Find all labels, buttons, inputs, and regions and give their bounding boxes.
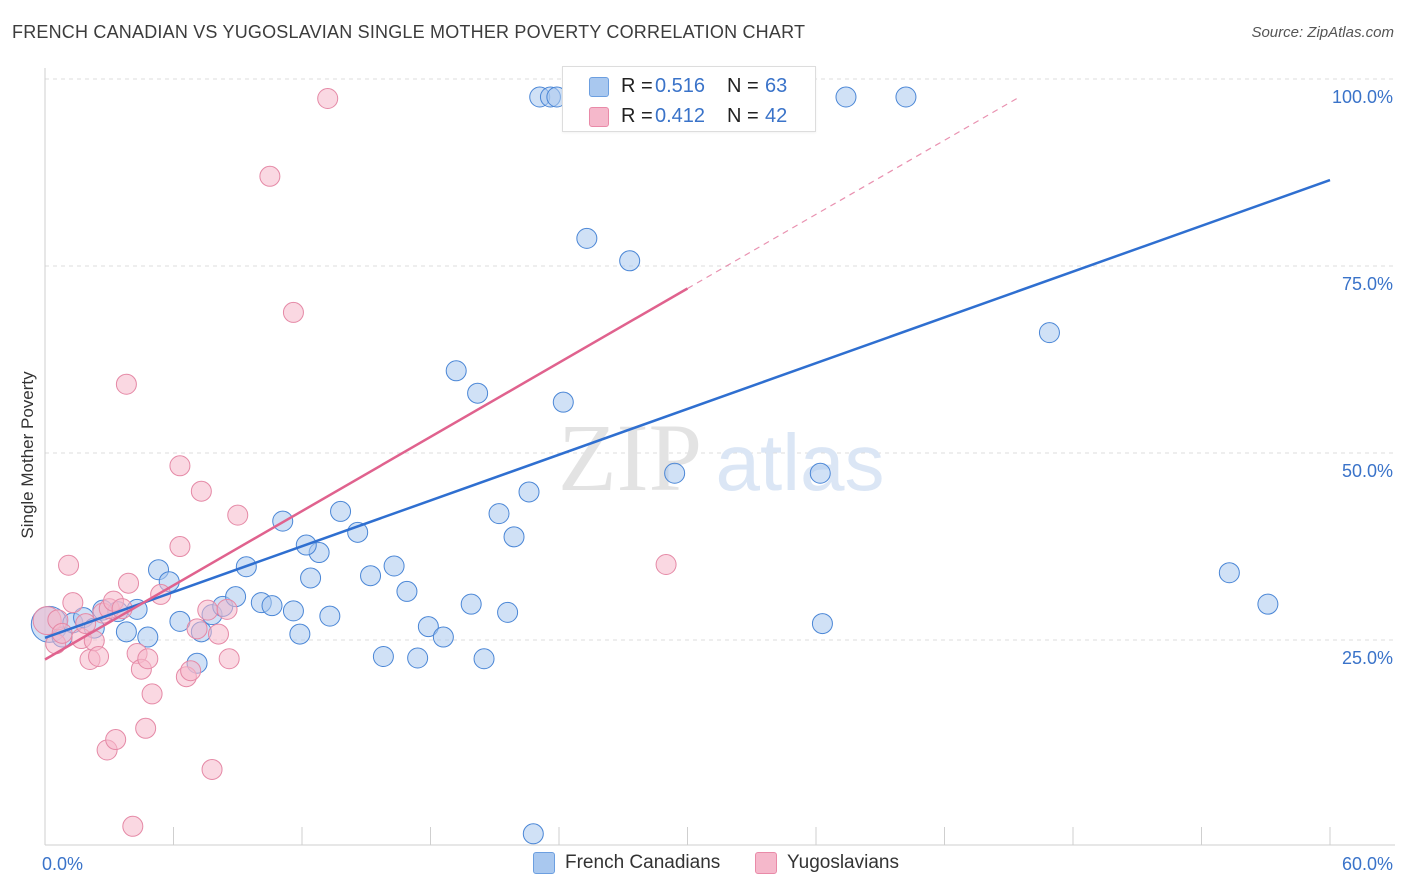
legend-n-label: N = [727, 105, 759, 127]
point-yugoslavians [51, 622, 73, 644]
watermark-atlas: atlas [716, 418, 885, 507]
legend-swatch-pink [755, 852, 777, 874]
point-french-canadians [518, 481, 540, 503]
point-yugoslavians [62, 592, 84, 614]
point-french-canadians [619, 250, 641, 272]
point-french-canadians [809, 462, 831, 484]
tick-labels: 25.0% 50.0% 75.0% 100.0% 0.0% 60.0% [42, 87, 1393, 874]
point-yugoslavians [282, 301, 304, 323]
point-french-canadians [383, 555, 405, 577]
point-french-canadians [895, 86, 917, 108]
point-yugoslavians [207, 623, 229, 645]
source-label: Source: ZipAtlas.com [1251, 24, 1394, 41]
point-yugoslavians [137, 648, 159, 670]
legend-r-value: 0.412 [655, 105, 706, 127]
point-yugoslavians [88, 646, 110, 668]
legend-swatch-pink [589, 107, 609, 127]
point-french-canadians [137, 626, 159, 648]
point-french-canadians [664, 462, 686, 484]
trend-line-french-canadians [44, 178, 1331, 639]
watermark-zip: ZIP [558, 404, 702, 511]
point-french-canadians [1038, 322, 1060, 344]
point-french-canadians [282, 600, 304, 622]
correlation-legend: R = 0.516 N = 63 R = 0.412 N = 42 [562, 66, 816, 132]
legend-label: French Canadians [565, 852, 721, 873]
axes [44, 68, 1395, 846]
point-french-canadians [811, 613, 833, 635]
point-yugoslavians [118, 572, 140, 594]
point-french-canadians [1218, 562, 1240, 584]
point-french-canadians [289, 623, 311, 645]
x-tick-label: 60.0% [1342, 854, 1393, 874]
legend-n-value: 63 [765, 75, 788, 97]
point-yugoslavians [122, 815, 144, 837]
legend-r-value: 0.516 [655, 75, 706, 97]
point-french-canadians [319, 605, 341, 627]
trend-line-extension [687, 96, 1020, 290]
trend-lines [44, 96, 1331, 661]
legend-r-label: R = [621, 75, 653, 97]
point-yugoslavians [105, 729, 127, 751]
point-french-canadians [552, 391, 574, 413]
y-tick-label: 50.0% [1342, 461, 1393, 481]
point-yugoslavians [218, 648, 240, 670]
x-tick-label: 0.0% [42, 854, 83, 874]
point-yugoslavians [190, 480, 212, 502]
point-french-canadians [503, 526, 525, 548]
point-french-canadians [330, 500, 352, 522]
point-yugoslavians [58, 554, 80, 576]
legend-row-yugoslavians: R = 0.412 N = 42 [563, 101, 815, 131]
point-french-canadians [497, 601, 519, 623]
point-french-canadians [467, 382, 489, 404]
point-french-canadians [407, 647, 429, 669]
legend-row-french-canadians: R = 0.516 N = 63 [563, 71, 815, 101]
legend-label: Yugoslavians [787, 852, 899, 873]
point-french-canadians [488, 503, 510, 525]
point-french-canadians [576, 227, 598, 249]
point-french-canadians [261, 595, 283, 617]
point-yugoslavians [655, 554, 677, 575]
point-french-canadians [417, 616, 439, 638]
point-french-canadians [372, 646, 394, 668]
legend-n-value: 42 [765, 105, 788, 127]
point-yugoslavians [135, 717, 157, 739]
y-tick-label: 75.0% [1342, 274, 1393, 294]
point-french-canadians [1257, 593, 1279, 615]
legend-swatch-blue [589, 77, 609, 97]
point-french-canadians [460, 593, 482, 615]
watermark: ZIP atlas [558, 404, 884, 511]
point-french-canadians [432, 626, 454, 648]
point-yugoslavians [169, 536, 191, 558]
point-yugoslavians [259, 165, 281, 187]
legend-r-label: R = [621, 105, 653, 127]
legend-n-label: N = [727, 75, 759, 97]
point-french-canadians [445, 360, 467, 382]
trend-line-yugoslavians [44, 287, 689, 661]
point-french-canadians [473, 648, 495, 670]
point-yugoslavians [317, 87, 339, 109]
point-yugoslavians [197, 599, 219, 621]
point-yugoslavians [186, 618, 208, 640]
y-tick-label: 25.0% [1342, 648, 1393, 668]
point-yugoslavians [169, 455, 191, 477]
point-french-canadians [300, 567, 322, 589]
grid-lines [45, 78, 1395, 641]
point-yugoslavians [141, 683, 163, 705]
point-yugoslavians [180, 660, 202, 682]
point-french-canadians [522, 823, 544, 845]
y-tick-label: 100.0% [1332, 87, 1393, 107]
point-yugoslavians [115, 373, 137, 395]
point-yugoslavians [216, 598, 238, 620]
point-french-canadians [396, 580, 418, 602]
point-yugoslavians [227, 504, 249, 526]
point-french-canadians [360, 565, 382, 587]
legend-swatch-blue [533, 852, 555, 874]
chart-title: FRENCH CANADIAN VS YUGOSLAVIAN SINGLE MO… [12, 22, 806, 42]
point-yugoslavians [201, 758, 223, 780]
point-french-canadians [835, 86, 857, 108]
point-french-canadians [115, 621, 137, 643]
